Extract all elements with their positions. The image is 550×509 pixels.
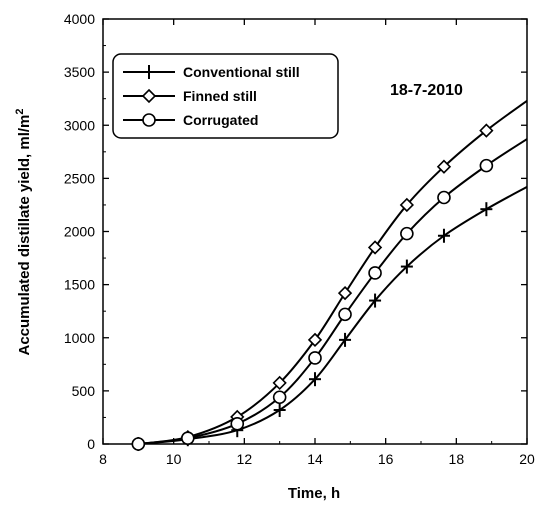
data-point-circle: [272, 390, 287, 405]
data-point-plus: [480, 202, 493, 217]
data-point-plus: [309, 372, 321, 387]
y-axis-title: Accumulated distillate yield, ml/m2: [14, 108, 33, 355]
data-point-plus: [369, 293, 382, 308]
legend-marker-diamond: [141, 88, 157, 104]
y-tick-label: 2500: [64, 170, 95, 186]
data-point-diamond: [436, 159, 452, 174]
y-tick-label: 1000: [64, 330, 95, 346]
data-point-circle: [437, 190, 451, 205]
data-point-circle: [131, 437, 146, 451]
y-tick-label: 1500: [64, 277, 95, 293]
data-point-diamond: [337, 285, 353, 301]
y-tick-label: 2000: [64, 224, 95, 240]
data-point-plus: [273, 403, 286, 417]
y-tick-label: 3000: [64, 117, 95, 133]
legend-box: [112, 53, 339, 139]
x-tick-label: 20: [519, 451, 535, 467]
x-tick-label: 10: [166, 451, 182, 467]
data-point-plus: [437, 228, 450, 243]
legend-label: Corrugated: [183, 112, 258, 128]
data-point-circle: [308, 351, 322, 365]
x-tick-label: 8: [99, 451, 107, 467]
x-tick-label: 18: [449, 451, 465, 467]
x-axis-title: Time, h: [288, 485, 340, 502]
y-tick-label: 0: [87, 436, 95, 452]
data-point-circle: [181, 431, 195, 445]
data-point-circle: [338, 307, 352, 322]
series-line-plus: [138, 186, 528, 445]
legend-marker-plus: [143, 65, 155, 79]
x-tick-label: 14: [307, 451, 323, 467]
series-line-diamond: [138, 100, 528, 445]
legend-marker-circle: [142, 113, 156, 127]
y-tick-label: 4000: [64, 11, 95, 27]
date-annotation: 18-7-2010: [390, 82, 463, 99]
data-point-diamond: [307, 332, 323, 348]
data-point-circle: [479, 158, 494, 173]
series-line-circle: [138, 138, 528, 445]
plot-area: 8 10 12 14 16 18 20 0 500 1000 1500 2000 2500 3000 350…: [64, 11, 535, 467]
data-point-circle: [230, 417, 245, 431]
data-point-diamond: [399, 197, 414, 213]
x-tick-label: 16: [378, 451, 394, 467]
data-point-circle: [368, 266, 382, 280]
x-tick-label: 12: [237, 451, 253, 467]
data-point-diamond: [367, 240, 383, 255]
y-tick-label: 500: [72, 383, 96, 399]
data-point-diamond: [479, 123, 494, 138]
data-point-diamond: [272, 375, 287, 391]
data-point-plus: [400, 259, 413, 274]
data-point-circle: [400, 226, 414, 241]
data-point-plus: [339, 332, 352, 347]
legend: Conventional still Finned still Corrugated: [112, 53, 339, 139]
legend-label: Conventional still: [183, 64, 300, 80]
legend-label: Finned still: [183, 88, 257, 104]
y-tick-label: 3500: [64, 64, 95, 80]
